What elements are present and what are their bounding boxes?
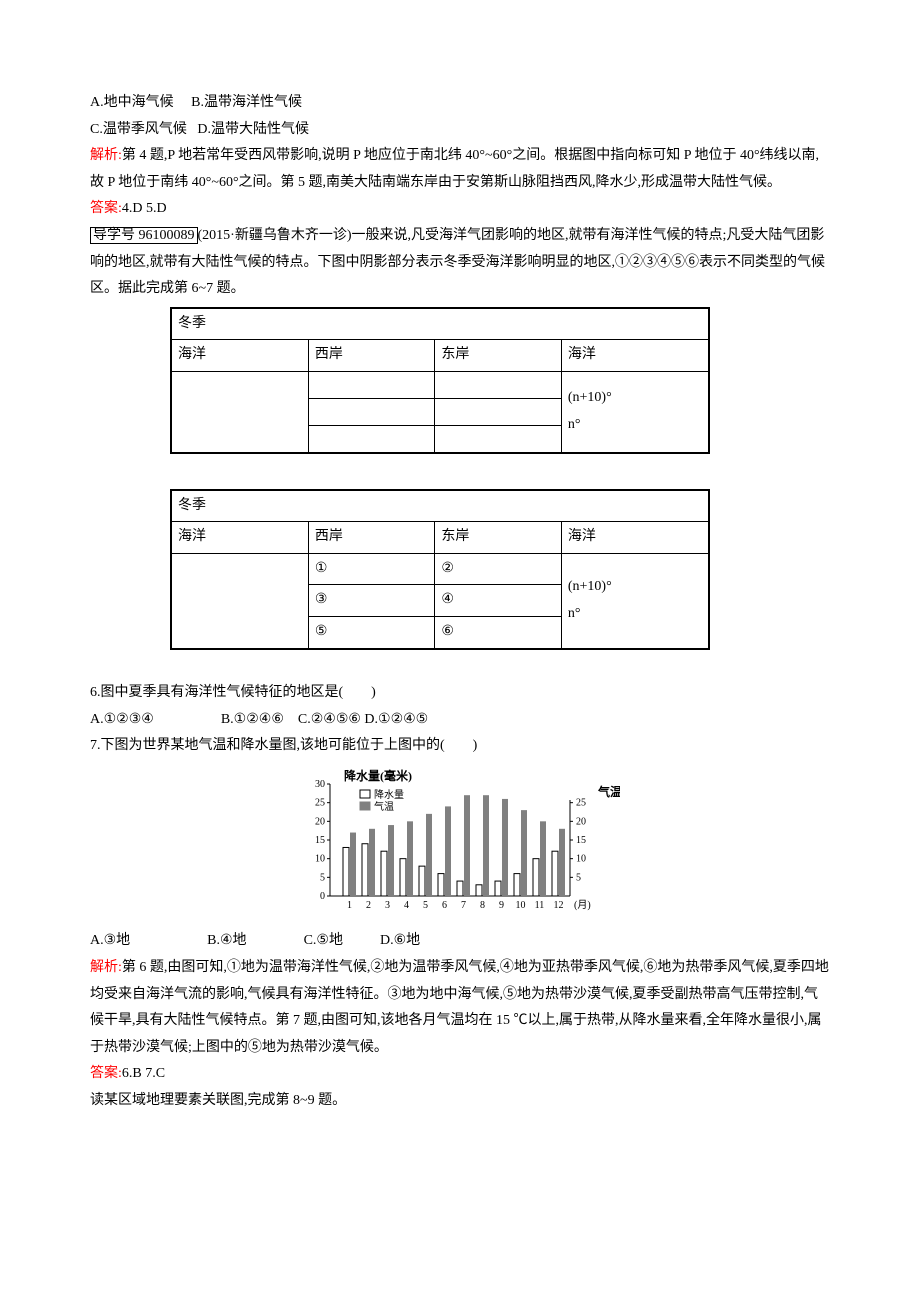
q7-opt-a: A.③地 (90, 933, 130, 948)
svg-text:3: 3 (385, 900, 390, 911)
svg-text:10: 10 (516, 900, 526, 911)
t1-r2c1: 海洋 (171, 340, 308, 372)
question-6: 6.图中夏季具有海洋性气候特征的地区是( ) (90, 680, 830, 707)
q7-options: A.③地 B.④地 C.⑤地 D.⑥地 (90, 928, 830, 955)
t2-c32: ② (435, 553, 562, 585)
analysis-67: 解析:第 6 题,由图可知,①地为温带海洋性气候,②地为温带季风气候,④地为亚热… (90, 955, 830, 1061)
t1-r2c4: 海洋 (561, 340, 709, 372)
q6-opt-a: A.①②③④ (90, 712, 154, 727)
svg-text:气温(℃): 气温(℃) (597, 784, 620, 799)
intro-89: 读某区域地理要素关联图,完成第 8~9 题。 (90, 1088, 830, 1115)
t1-r2c3: 东岸 (435, 340, 562, 372)
svg-text:4: 4 (404, 900, 409, 911)
answer-67: 答案:6.B 7.C (90, 1061, 830, 1088)
t1-lat-lower: n° (568, 417, 581, 432)
svg-text:15: 15 (315, 835, 325, 846)
guide-number-box: 导学号 96100089 (90, 227, 198, 244)
option-line-cd: C.温带季风气候 D.温带大陆性气候 (90, 117, 830, 144)
svg-text:降水量: 降水量 (374, 788, 404, 801)
t1-lat-upper: (n+10)° (568, 390, 612, 405)
intro-67-text: (2015·新疆乌鲁木齐一诊)一般来说,凡受海洋气团影响的地区,就带有海洋性气候… (90, 228, 825, 296)
analysis-label-2: 解析: (90, 960, 122, 975)
analysis-67-text: 第 6 题,由图可知,①地为温带海洋性气候,②地为温带季风气候,④地为亚热带季风… (90, 960, 829, 1055)
analysis-45: 解析:第 4 题,P 地若常年受西风带影响,说明 P 地应位于南北纬 40°~6… (90, 143, 830, 196)
svg-text:降水量(毫米): 降水量(毫米) (344, 768, 412, 783)
t2-r3c1 (171, 553, 308, 648)
q6-opt-d: D.①②④⑤ (364, 712, 428, 727)
option-b: B.温带海洋性气候 (191, 95, 302, 110)
t2-c41: ③ (308, 585, 435, 617)
svg-text:0: 0 (320, 891, 325, 902)
svg-text:8: 8 (480, 900, 485, 911)
svg-text:气温: 气温 (374, 800, 394, 813)
svg-text:25: 25 (315, 798, 325, 809)
svg-text:2: 2 (366, 900, 371, 911)
t2-c52: ⑥ (435, 616, 562, 648)
t2-r1c1: 冬季 (171, 490, 709, 522)
q7-opt-c: C.⑤地 (304, 933, 343, 948)
t1-r5c2 (308, 425, 435, 453)
t1-r4c3 (435, 398, 562, 425)
climate-table-2: 冬季 海洋 西岸 东岸 海洋 ① ② (n+10)° n° ③ ④ ⑤ ⑥ (170, 489, 710, 650)
svg-text:6: 6 (442, 900, 447, 911)
climate-chart: 降水量(毫米)051015202530降水量气温123456789101112(… (90, 766, 830, 927)
t2-r2c4: 海洋 (561, 522, 709, 554)
t1-r3c2 (308, 371, 435, 398)
t2-r3c4: (n+10)° n° (561, 553, 709, 648)
t2-r2c2: 西岸 (308, 522, 435, 554)
t1-r4c2 (308, 398, 435, 425)
svg-text:20: 20 (576, 816, 586, 827)
q6-options: A.①②③④ B.①②④⑥ C.②④⑤⑥ D.①②④⑤ (90, 707, 830, 734)
q7-opt-d: D.⑥地 (380, 933, 420, 948)
question-7: 7.下图为世界某地气温和降水量图,该地可能位于上图中的( ) (90, 733, 830, 760)
t2-lat-lower: n° (568, 606, 581, 621)
t1-r3c3 (435, 371, 562, 398)
option-a: A.地中海气候 (90, 95, 174, 110)
answer-45-text: 4.D 5.D (122, 201, 167, 216)
t2-lat-upper: (n+10)° (568, 579, 612, 594)
t2-c31: ① (308, 553, 435, 585)
svg-text:12: 12 (554, 900, 564, 911)
svg-text:11: 11 (535, 900, 545, 911)
t1-r3c4: (n+10)° n° (561, 371, 709, 453)
t2-r2c3: 东岸 (435, 522, 562, 554)
t1-r1c1: 冬季 (171, 308, 709, 340)
svg-text:1: 1 (347, 900, 352, 911)
svg-text:5: 5 (423, 900, 428, 911)
svg-text:7: 7 (461, 900, 466, 911)
intro-67: 导学号 96100089(2015·新疆乌鲁木齐一诊)一般来说,凡受海洋气团影响… (90, 223, 830, 303)
svg-text:(月): (月) (574, 899, 591, 911)
answer-45: 答案:4.D 5.D (90, 196, 830, 223)
t1-r2c2: 西岸 (308, 340, 435, 372)
svg-text:30: 30 (315, 779, 325, 790)
svg-text:9: 9 (499, 900, 504, 911)
option-d: D.温带大陆性气候 (197, 122, 309, 137)
t2-c51: ⑤ (308, 616, 435, 648)
answer-label: 答案: (90, 201, 122, 216)
t1-r5c3 (435, 425, 562, 453)
q6-opt-c: C.②④⑤⑥ (298, 712, 361, 727)
svg-text:5: 5 (320, 872, 325, 883)
svg-text:10: 10 (315, 854, 325, 865)
option-c: C.温带季风气候 (90, 122, 187, 137)
climate-chart-svg: 降水量(毫米)051015202530降水量气温123456789101112(… (300, 766, 620, 916)
svg-text:25: 25 (576, 798, 586, 809)
climate-table-1: 冬季 海洋 西岸 东岸 海洋 (n+10)° n° (170, 307, 710, 454)
svg-text:15: 15 (576, 835, 586, 846)
svg-text:20: 20 (315, 816, 325, 827)
analysis-label: 解析: (90, 148, 122, 163)
answer-label-2: 答案: (90, 1066, 122, 1081)
q6-opt-b: B.①②④⑥ (221, 712, 284, 727)
option-line-ab: A.地中海气候 B.温带海洋性气候 (90, 90, 830, 117)
answer-67-text: 6.B 7.C (122, 1066, 165, 1081)
analysis-45-text: 第 4 题,P 地若常年受西风带影响,说明 P 地应位于南北纬 40°~60°之… (90, 148, 819, 190)
q7-opt-b: B.④地 (207, 933, 246, 948)
t2-c42: ④ (435, 585, 562, 617)
t1-r3c1 (171, 371, 308, 453)
svg-text:5: 5 (576, 872, 581, 883)
t2-r2c1: 海洋 (171, 522, 308, 554)
svg-text:10: 10 (576, 854, 586, 865)
